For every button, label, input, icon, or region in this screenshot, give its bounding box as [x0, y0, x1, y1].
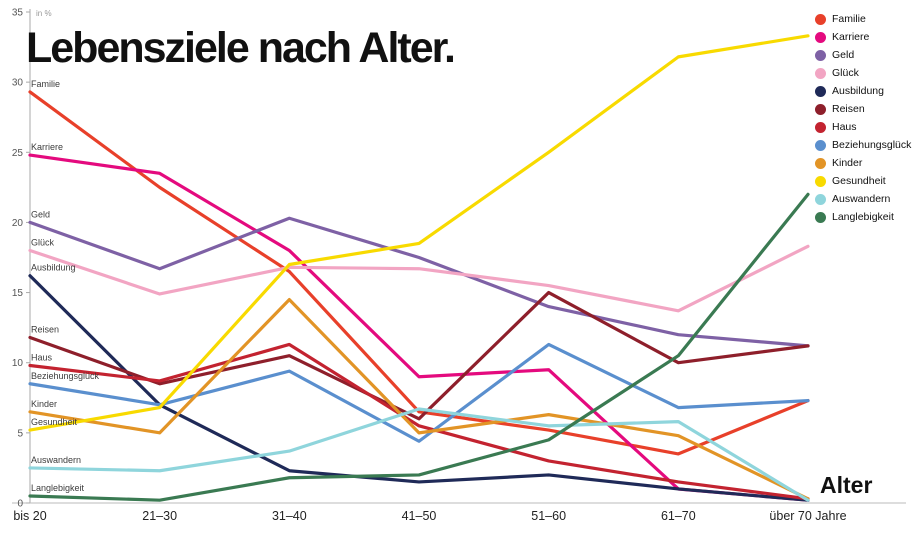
- legend-label-langlebigkeit: Langlebigkeit: [832, 211, 894, 223]
- x-tick-label-41-50: 41–50: [402, 509, 437, 523]
- series-start-label-familie: Familie: [31, 79, 60, 89]
- legend-label-geld: Geld: [832, 49, 855, 61]
- x-axis-title: Alter: [820, 472, 873, 498]
- x-tick-label-51-60: 51–60: [531, 509, 566, 523]
- legend-item-langlebigkeit: Langlebigkeit: [815, 211, 911, 223]
- legend-dot-gesundheit: [815, 175, 826, 187]
- legend-dot-beziehungsgl-ck: [815, 139, 826, 151]
- series-start-label-karriere: Karriere: [31, 142, 63, 152]
- legend-label-kinder: Kinder: [832, 157, 863, 169]
- legend-dot-reisen: [815, 103, 826, 115]
- y-tick-label: 25: [12, 148, 24, 159]
- series-line-auswandern: [28, 407, 810, 502]
- legend-dot-familie: [815, 13, 826, 25]
- y-tick-label: 10: [12, 358, 24, 369]
- legend-item-reisen: Reisen: [815, 103, 911, 115]
- y-axis-unit-label: in %: [36, 9, 52, 18]
- series-line-langlebigkeit: [28, 192, 810, 502]
- series-line-beziehungsgl-ck: [28, 342, 810, 443]
- series-line-gesundheit: [28, 34, 810, 432]
- legend-label-gl-ck: Glück: [832, 67, 859, 79]
- legend-dot-karriere: [815, 31, 826, 43]
- legend-item-karriere: Karriere: [815, 31, 911, 43]
- legend-item-familie: Familie: [815, 13, 911, 25]
- legend-dot-langlebigkeit: [815, 211, 826, 223]
- series-line-ausbildung: [28, 274, 810, 502]
- series-line-haus: [28, 342, 810, 501]
- legend-item-ausbildung: Ausbildung: [815, 85, 911, 97]
- legend-dot-gl-ck: [815, 67, 826, 79]
- series-start-label-ausbildung: Ausbildung: [31, 263, 76, 273]
- legend-label-karriere: Karriere: [832, 31, 870, 43]
- y-tick-label: 20: [12, 218, 24, 229]
- legend-dot-kinder: [815, 157, 826, 169]
- legend-label-reisen: Reisen: [832, 103, 865, 115]
- legend-dot-ausbildung: [815, 85, 826, 97]
- series-start-label-reisen: Reisen: [31, 324, 59, 334]
- series-start-label-auswandern: Auswandern: [31, 455, 81, 465]
- series-start-label-gl-ck: Glück: [31, 237, 55, 247]
- legend-label-gesundheit: Gesundheit: [832, 175, 886, 187]
- y-tick-label: 35: [12, 8, 24, 19]
- series-start-label-beziehungsgl-ck: Beziehungsglück: [31, 371, 100, 381]
- legend-dot-geld: [815, 49, 826, 61]
- legend-item-gl-ck: Glück: [815, 67, 911, 79]
- legend-item-kinder: Kinder: [815, 157, 911, 169]
- legend-label-ausbildung: Ausbildung: [832, 85, 884, 97]
- x-tick-label-bis-20: bis 20: [13, 509, 46, 523]
- legend-label-familie: Familie: [832, 13, 866, 25]
- series-start-label-geld: Geld: [31, 209, 50, 219]
- legend-item-auswandern: Auswandern: [815, 193, 911, 205]
- x-tick-label-21-30: 21–30: [142, 509, 177, 523]
- series-start-label-gesundheit: Gesundheit: [31, 417, 78, 427]
- series-line-gl-ck: [28, 244, 810, 313]
- legend-item-haus: Haus: [815, 121, 911, 133]
- series-line-familie: [28, 90, 810, 456]
- legend-item-beziehungsgl-ck: Beziehungsglück: [815, 139, 911, 151]
- series-line-kinder: [28, 297, 810, 501]
- legend: Familie Karriere Geld Glück Ausbildung Reisen…: [815, 13, 911, 223]
- legend-label-haus: Haus: [832, 121, 857, 133]
- y-tick-label: 30: [12, 78, 24, 89]
- legend-label-beziehungsgl-ck: Beziehungsglück: [832, 139, 912, 151]
- x-tick-label--ber-70-jahre: über 70 Jahre: [769, 509, 846, 523]
- chart-title: Lebensziele nach Alter.: [26, 24, 456, 72]
- legend-label-auswandern: Auswandern: [832, 193, 891, 205]
- series-start-label-langlebigkeit: Langlebigkeit: [31, 483, 85, 493]
- series-start-label-kinder: Kinder: [31, 399, 57, 409]
- legend-item-geld: Geld: [815, 49, 911, 61]
- legend-item-gesundheit: Gesundheit: [815, 175, 911, 187]
- x-tick-label-31-40: 31–40: [272, 509, 307, 523]
- legend-dot-auswandern: [815, 193, 826, 205]
- series-line-reisen: [28, 290, 810, 421]
- series-line-geld: [28, 216, 810, 348]
- x-tick-label-61-70: 61–70: [661, 509, 696, 523]
- y-tick-label: 5: [17, 428, 23, 439]
- legend-dot-haus: [815, 121, 826, 133]
- y-tick-label: 15: [12, 288, 24, 299]
- y-tick-label: 0: [17, 499, 23, 510]
- series-start-label-haus: Haus: [31, 353, 53, 363]
